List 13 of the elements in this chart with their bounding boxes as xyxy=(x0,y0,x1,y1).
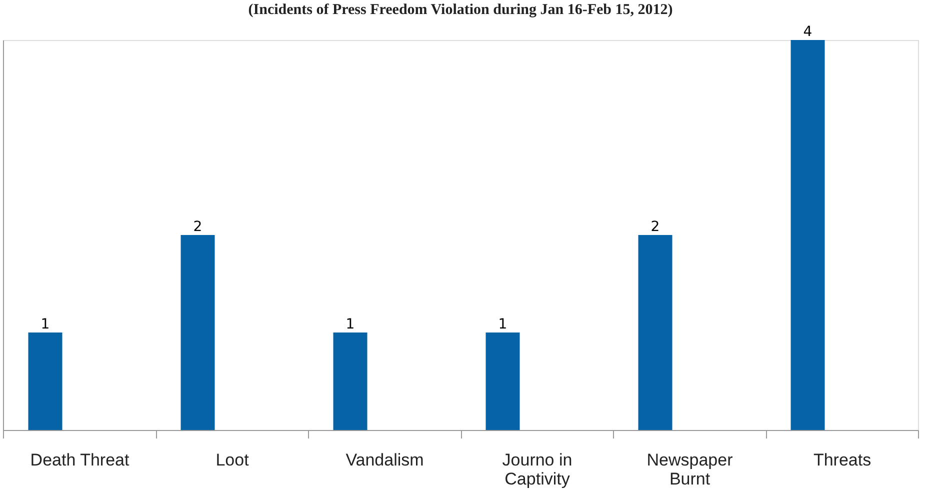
x-tick-label: Death Threat xyxy=(30,450,130,470)
data-label: 4 xyxy=(803,24,812,40)
data-label: 1 xyxy=(346,316,355,332)
data-label: 2 xyxy=(650,219,660,235)
x-tick-label: Threats xyxy=(813,450,872,470)
x-tick-label: Journo in Captivity xyxy=(502,450,572,488)
x-tick-label: Loot xyxy=(216,450,250,470)
x-tick-label: Newspaper Burnt xyxy=(646,450,734,488)
data-label: 2 xyxy=(193,219,202,235)
chart-title: (Incidents of Press Freedom Violation during Jan 16-Feb 15, 2012) xyxy=(248,2,673,18)
x-tick-label: Vandalism xyxy=(346,450,424,470)
data-label: 1 xyxy=(498,316,508,332)
data-label: 1 xyxy=(40,316,50,332)
